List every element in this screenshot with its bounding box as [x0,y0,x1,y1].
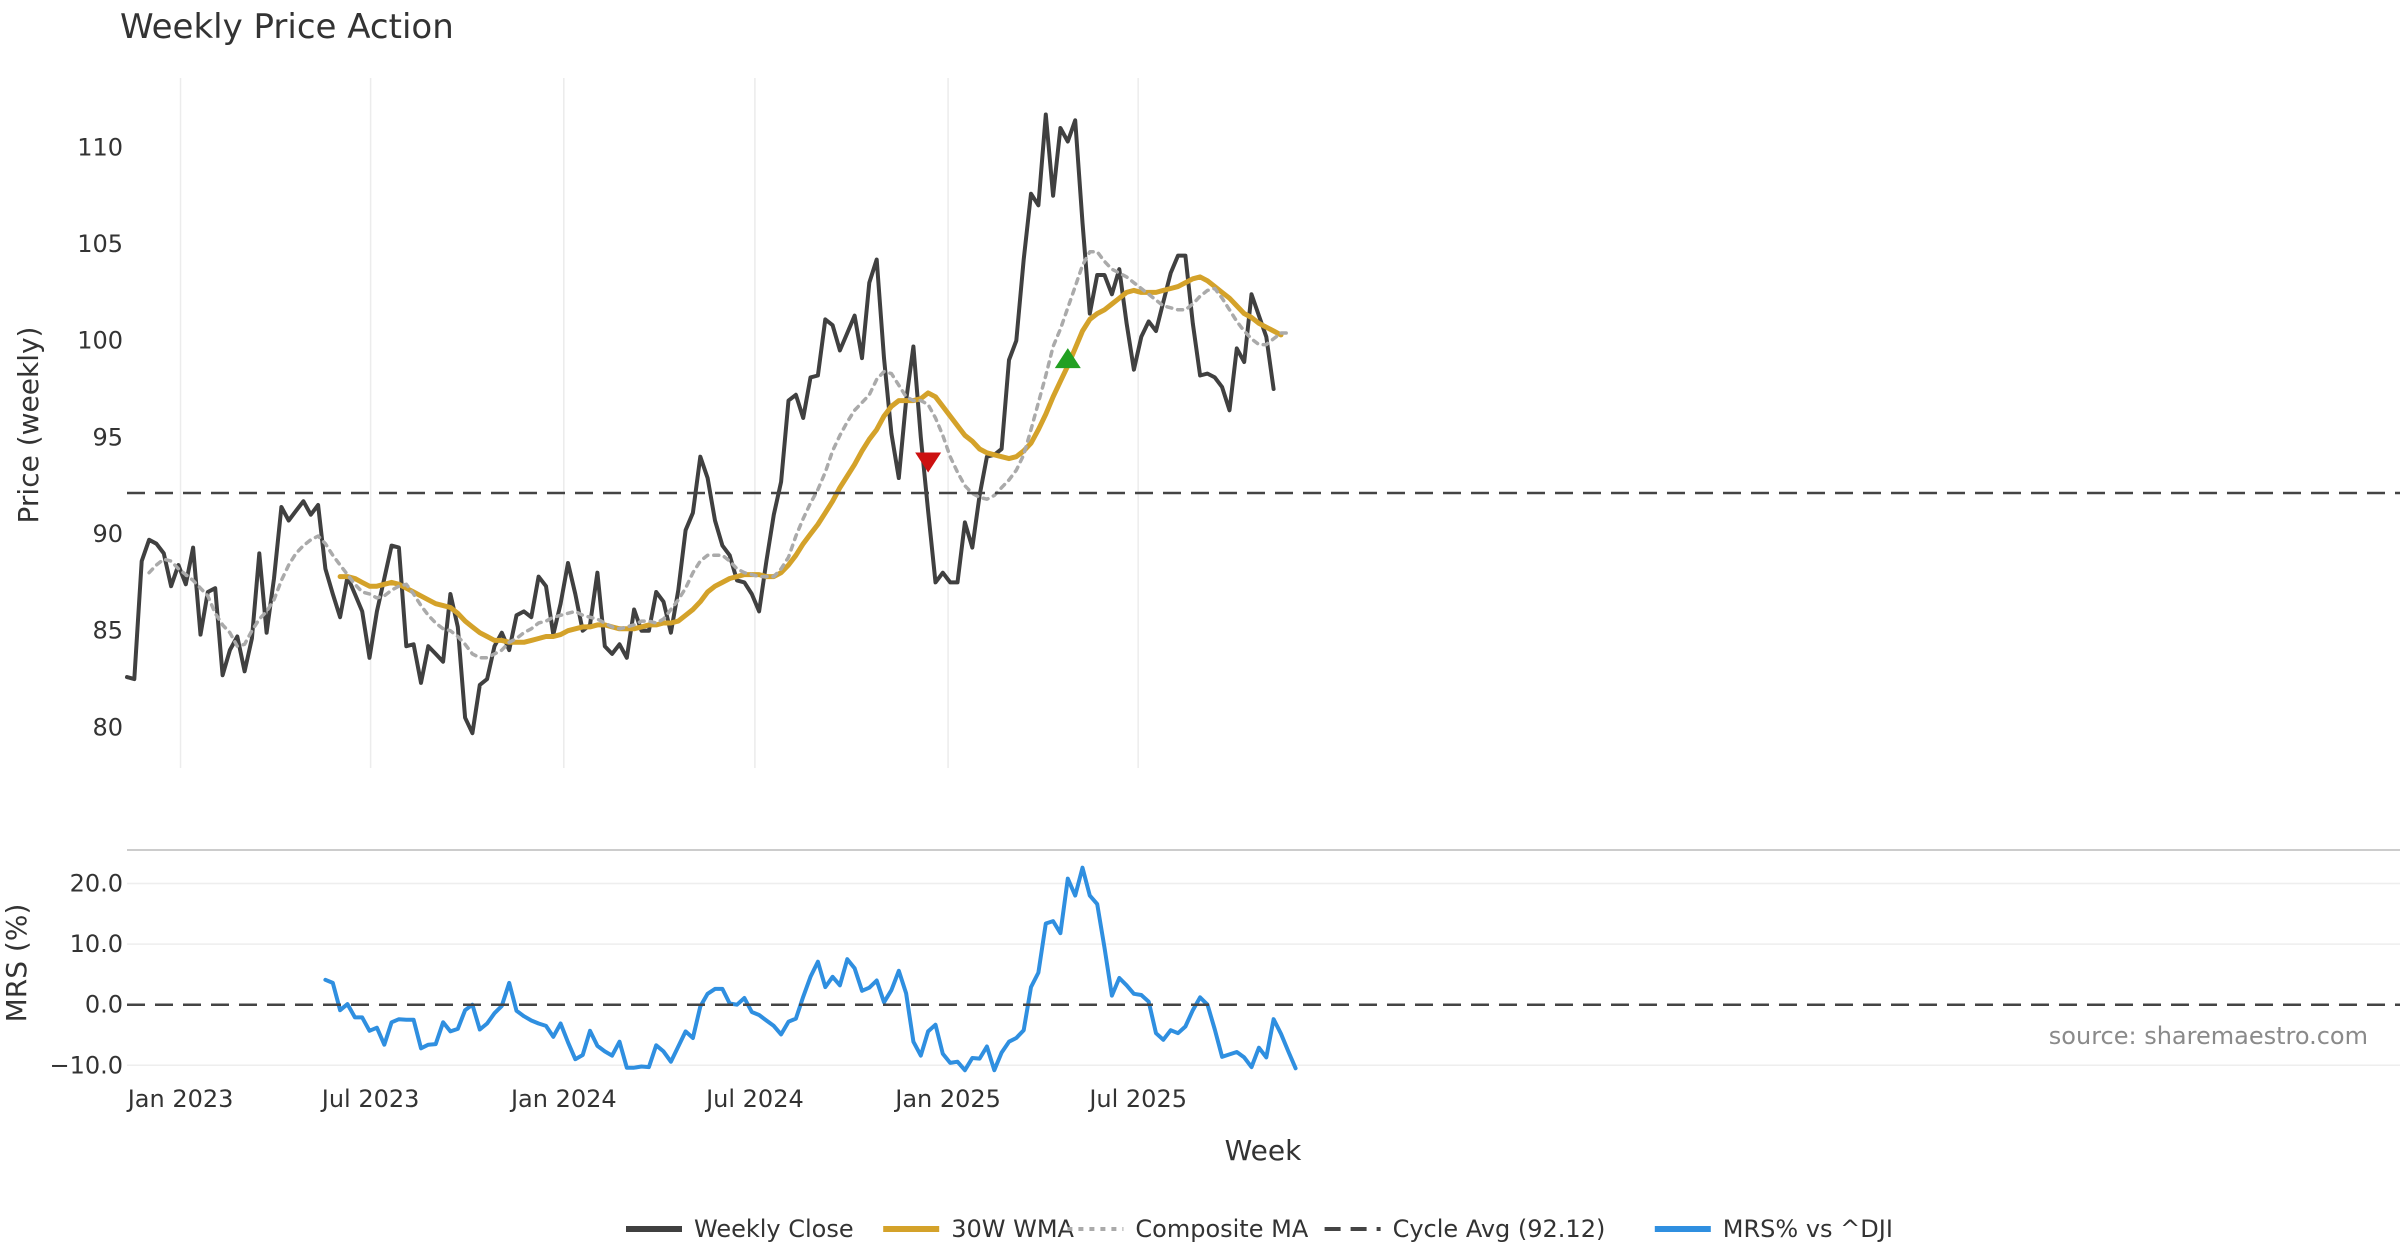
price-y-tick-label: 100 [77,327,123,355]
legend-label: Weekly Close [694,1215,854,1243]
price-y-tick-label: 85 [92,617,123,645]
series-composite-ma [147,250,1291,660]
series-mrs-vs-dji [323,865,1298,1073]
x-axis-label: Week [1225,1134,1302,1167]
price-y-tick-label: 110 [77,133,123,161]
x-tick-label: Jul 2023 [320,1085,420,1113]
x-tick-label: Jan 2025 [893,1085,1001,1113]
price-y-tick-label: 90 [92,520,123,548]
mrs-y-axis: 20.0 10.0 0.0 −10.0 [49,869,123,1079]
series-weekly-close [125,112,1276,736]
legend-label: Cycle Avg (92.12) [1393,1215,1606,1243]
legend: Weekly Close 30W WMA Composite MA Cycle Avg… [626,1215,1893,1243]
mrs-grid [127,882,2400,1067]
price-y-tick-label: 95 [92,423,123,451]
series-30w-wma [337,274,1284,645]
mrs-y-tick-label: 0.0 [85,991,123,1019]
legend-label: Composite MA [1135,1215,1308,1243]
price-grid [179,78,1139,768]
mrs-y-tick-label: 10.0 [70,930,123,958]
x-tick-label: Jul 2025 [1087,1085,1187,1113]
mrs-y-axis-label: MRS (%) [0,904,33,1023]
mrs-series-group [127,865,2400,1073]
x-tick-label: Jul 2024 [704,1085,804,1113]
buy-signal-marker [1054,348,1081,369]
x-axis: Jan 2023 Jul 2023 Jan 2024 Jul 2024 Jan 2025… [126,1085,1187,1113]
source-label: source: sharemaestro.com [2049,1022,2368,1050]
signal-markers [915,348,1081,473]
mrs-y-tick-label: −10.0 [49,1051,123,1079]
x-tick-label: Jan 2024 [509,1085,617,1113]
x-tick-label: Jan 2023 [126,1085,234,1113]
mrs-y-tick-label: 20.0 [70,869,123,897]
price-y-tick-label: 105 [77,230,123,258]
price-y-tick-label: 80 [92,713,123,741]
price-y-axis: 80 85 90 95 100 105 110 [77,133,123,741]
price-y-axis-label: Price (weekly) [12,327,45,524]
sell-signal-marker [915,452,942,473]
price-series-group [125,112,2400,736]
legend-label: MRS% vs ^DJI [1723,1215,1893,1243]
chart-title: Weekly Price Action [120,7,454,47]
legend-label: 30W WMA [951,1215,1074,1243]
